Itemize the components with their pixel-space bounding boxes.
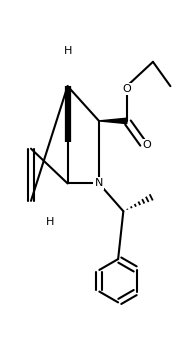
Text: H: H (63, 46, 72, 56)
Text: N: N (95, 179, 103, 189)
Polygon shape (99, 118, 127, 124)
Text: O: O (143, 140, 152, 150)
Text: H: H (46, 217, 54, 227)
Text: O: O (122, 84, 131, 94)
